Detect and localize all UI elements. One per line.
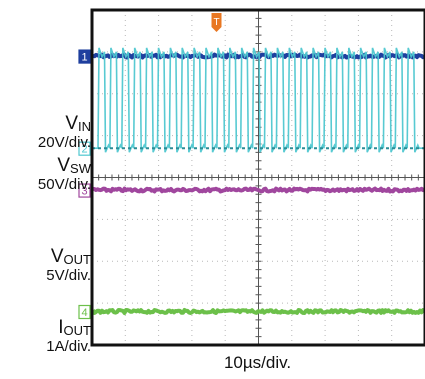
channel-marker-3: 3 bbox=[78, 183, 91, 198]
vin-scale: 20V/div. bbox=[37, 134, 91, 151]
trigger-letter: T bbox=[213, 17, 219, 28]
channel-marker-box bbox=[78, 304, 91, 320]
trace-out bbox=[91, 308, 425, 315]
vout-name: VOUT bbox=[50, 246, 91, 267]
vsw-name: VSW bbox=[57, 155, 91, 176]
iout-name: IOUT bbox=[58, 317, 91, 338]
channel-markers: 1 2 3 4 bbox=[78, 49, 91, 320]
channel-marker-number: 2 bbox=[81, 144, 87, 156]
trigger-arrow bbox=[211, 13, 222, 32]
channel-marker-number: 1 bbox=[81, 52, 87, 64]
trigger-marker: T bbox=[211, 13, 222, 32]
channel-marker-box bbox=[78, 183, 91, 198]
vout-label: VOUT 5V/div. bbox=[46, 247, 91, 283]
channel-marker-number: 4 bbox=[81, 307, 87, 319]
iout-label: IOUT 1A/div. bbox=[46, 318, 91, 354]
channel-marker-2: 2 bbox=[78, 141, 91, 156]
vin-name: VIN bbox=[65, 113, 91, 134]
channel-marker-box bbox=[78, 141, 91, 156]
trace-out bbox=[92, 186, 425, 194]
vin-label: VIN 20V/div. bbox=[38, 114, 91, 150]
x-axis-label: 10µs/div. bbox=[223, 353, 292, 372]
trace-sw bbox=[94, 47, 425, 153]
channel-marker-box bbox=[78, 49, 91, 64]
vout-scale: 5V/div. bbox=[46, 267, 91, 284]
channel-marker-number: 3 bbox=[81, 186, 87, 198]
vsw-scale: 50V/div. bbox=[37, 176, 91, 193]
traces bbox=[91, 47, 425, 315]
vsw-label: VSW 50V/div. bbox=[38, 156, 91, 192]
channel-marker-4: 4 bbox=[78, 304, 91, 320]
channel-marker-1: 1 bbox=[78, 49, 91, 64]
iout-scale: 1A/div. bbox=[46, 338, 91, 355]
plot-frame bbox=[90, 8, 425, 347]
